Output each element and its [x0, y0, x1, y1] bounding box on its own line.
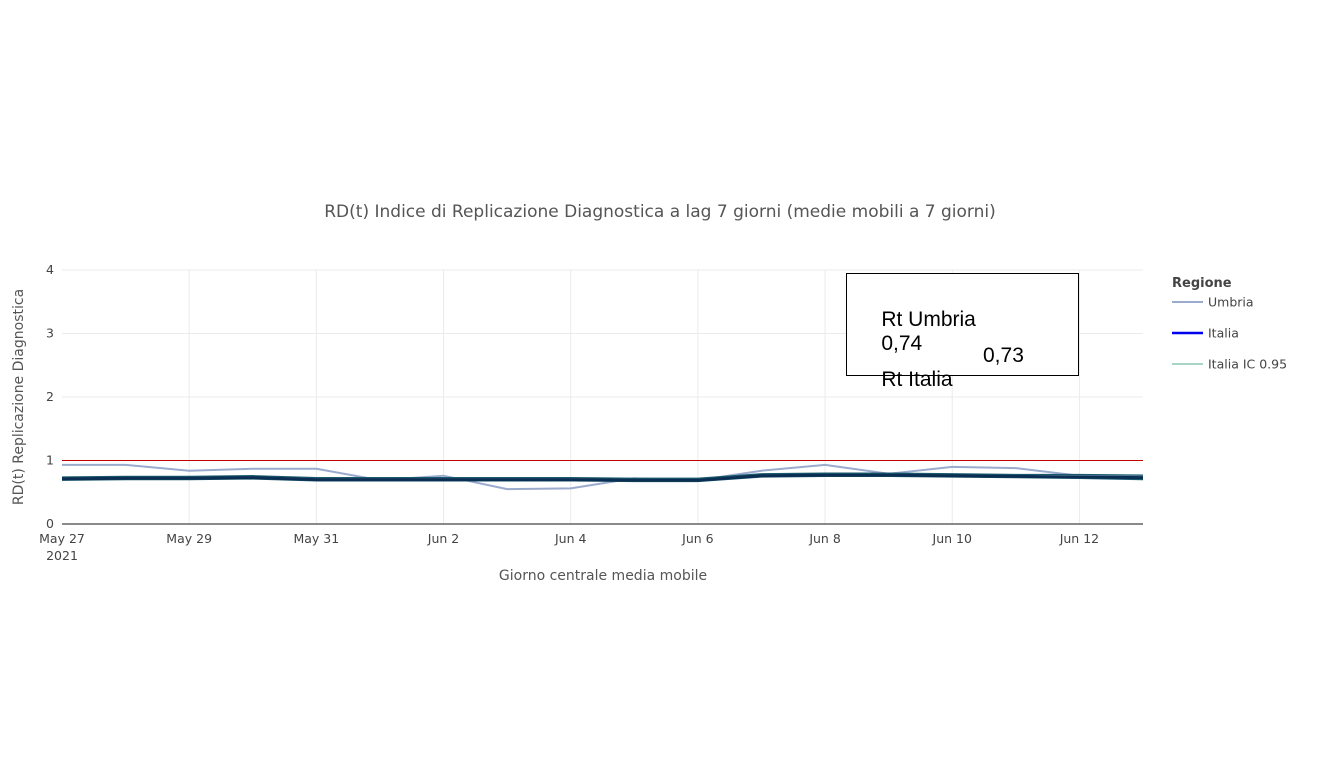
x-tick-label: Jun 4 [554, 531, 587, 546]
legend-item-italia-ic-0-95[interactable]: Italia IC 0.95 [1172, 357, 1287, 372]
y-tick-label: 3 [46, 326, 54, 341]
x-tick-sublabel: 2021 [46, 548, 78, 563]
series-italia-ic-upper [61, 472, 1144, 479]
x-tick-label: May 29 [166, 531, 212, 546]
axes: 0 1 2 3 4 May 27 2021 May 29 May 31 Jun 2 Jun 4 Jun… [39, 262, 1143, 563]
series-italia-line [61, 473, 1144, 482]
y-axis-title: RD(t) Replicazione Diagnostica [11, 289, 27, 505]
x-tick-label: Jun 6 [681, 531, 714, 546]
x-tick-label: Jun 2 [427, 531, 459, 546]
y-tick-label: 2 [46, 389, 54, 404]
legend-label: Italia [1208, 326, 1239, 341]
legend-item-italia[interactable]: Italia [1172, 326, 1239, 341]
rt-italia-label: Rt Italia [881, 368, 953, 391]
legend-item-umbria[interactable]: Umbria [1172, 295, 1254, 310]
x-tick-label: May 27 [39, 531, 85, 546]
series-umbria-line [62, 463, 1144, 491]
x-tick-label: Jun 10 [932, 531, 972, 546]
legend-label: Umbria [1208, 295, 1254, 310]
y-tick-label: 0 [46, 516, 54, 531]
rt-umbria-row: Rt Umbria 0,74 [858, 284, 976, 380]
series-lines [61, 463, 1144, 491]
x-tick-label: Jun 8 [808, 531, 841, 546]
x-tick-label: May 31 [293, 531, 339, 546]
x-tick-label: Jun 12 [1059, 531, 1099, 546]
rt-umbria-label: Rt Umbria [881, 308, 976, 331]
rt-italia-value: 0,73 [983, 344, 1024, 367]
legend-label: Italia IC 0.95 [1208, 357, 1287, 372]
rt-umbria-value: 0,74 [881, 332, 923, 355]
chart-title: RD(t) Indice di Replicazione Diagnostica… [324, 202, 995, 222]
rt-italia-row: Rt Italia 0,73 [858, 344, 1024, 440]
x-axis-title: Giorno centrale media mobile [499, 568, 707, 584]
y-tick-label: 4 [46, 262, 54, 277]
y-tick-label: 1 [46, 453, 54, 468]
legend-title: Regione [1172, 276, 1232, 291]
legend: Regione Umbria Italia Italia IC 0.95 [1172, 276, 1287, 372]
rt-annotation-box: Rt Umbria 0,74 Rt Italia 0,73 [846, 273, 1079, 391]
